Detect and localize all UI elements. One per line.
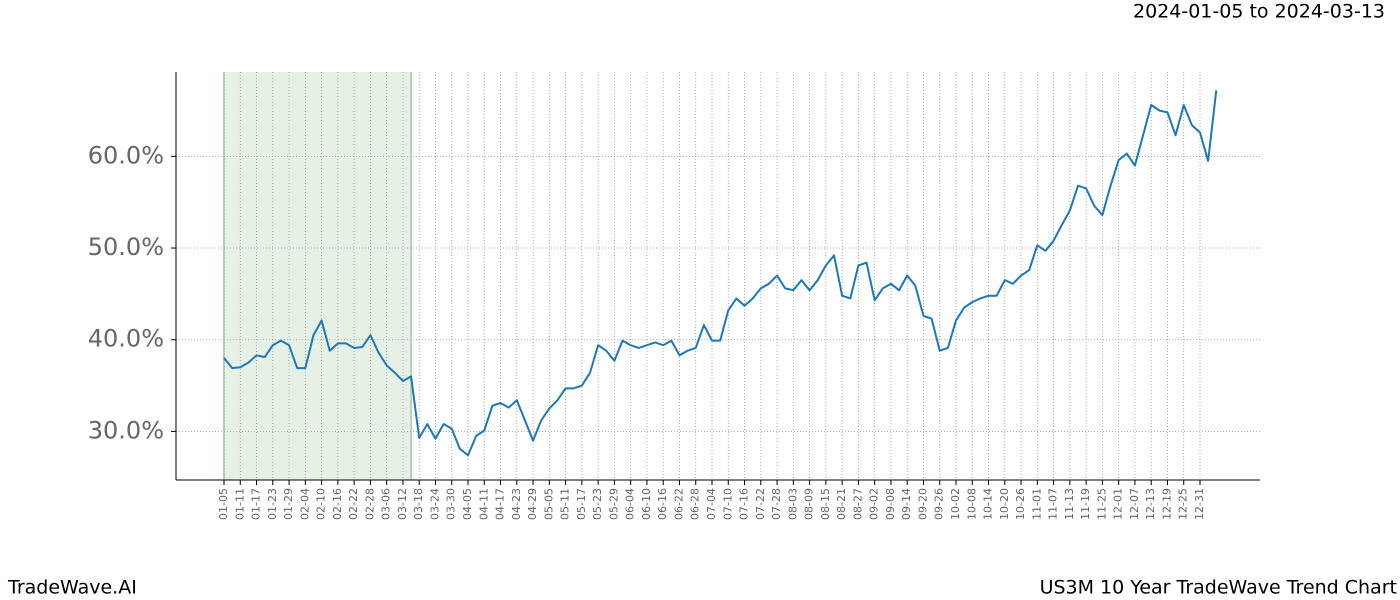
x-tick-label: 01-29 xyxy=(282,488,295,520)
x-tick-label: 09-02 xyxy=(868,488,881,520)
highlight-span xyxy=(224,72,412,480)
x-tick-label: 10-14 xyxy=(982,488,995,520)
x-tick-label: 04-11 xyxy=(477,488,490,520)
x-tick-label: 04-29 xyxy=(526,488,539,520)
x-tick-label: 12-31 xyxy=(1193,488,1206,520)
x-tick-label: 05-17 xyxy=(575,488,588,520)
x-tick-label: 05-05 xyxy=(542,488,555,520)
y-tick-label: 60.0% xyxy=(88,141,164,169)
x-tick-label: 01-23 xyxy=(266,488,279,520)
x-tick-label: 10-08 xyxy=(965,488,978,520)
x-tick-label: 07-10 xyxy=(721,488,734,520)
x-tick-label: 03-30 xyxy=(445,488,458,520)
trend-line xyxy=(223,90,1218,457)
x-tick-label: 09-08 xyxy=(884,488,897,520)
x-tick-label: 02-16 xyxy=(331,488,344,520)
x-tick-label: 01-17 xyxy=(250,488,263,520)
x-tick-label: 03-24 xyxy=(428,488,441,520)
date-range: 2024-01-05 to 2024-03-13 xyxy=(1133,1,1385,23)
x-tick-label: 02-10 xyxy=(315,488,328,520)
y-tick-label: 40.0% xyxy=(88,325,164,353)
x-tick-label: 06-04 xyxy=(624,488,637,520)
x-tick-label: 04-17 xyxy=(494,488,507,520)
x-tick-label: 09-20 xyxy=(916,488,929,520)
x-tick-label: 06-22 xyxy=(672,488,685,520)
x-tick-label: 11-13 xyxy=(1063,488,1076,520)
x-tick-label: 07-22 xyxy=(754,488,767,520)
x-tick-label: 09-14 xyxy=(900,488,913,520)
x-tick-label: 08-21 xyxy=(835,488,848,520)
x-tick-label: 04-05 xyxy=(461,488,474,520)
x-tick-label: 04-23 xyxy=(510,488,523,520)
y-tick-label: 50.0% xyxy=(88,233,164,261)
x-tick-label: 12-13 xyxy=(1144,488,1157,520)
x-tick-label: 02-04 xyxy=(298,488,311,520)
x-tick-label: 10-02 xyxy=(949,488,962,520)
x-tick-label: 01-11 xyxy=(233,488,246,520)
x-tick-label: 12-25 xyxy=(1177,488,1190,520)
x-tick-label: 03-12 xyxy=(396,488,409,520)
x-tick-label: 12-19 xyxy=(1160,488,1173,520)
x-tick-label: 05-29 xyxy=(607,488,620,520)
x-tick-label: 02-28 xyxy=(363,488,376,520)
footer-left: TradeWave.AI xyxy=(7,577,137,599)
x-tick-label: 03-18 xyxy=(412,488,425,520)
footer-right: US3M 10 Year TradeWave Trend Chart xyxy=(1040,577,1397,599)
x-tick-label: 01-05 xyxy=(217,488,230,520)
x-tick-label: 11-07 xyxy=(1047,488,1060,520)
x-tick-label: 10-20 xyxy=(998,488,1011,520)
x-tick-label: 02-22 xyxy=(347,488,360,520)
x-tick-label: 05-11 xyxy=(559,488,572,520)
x-tick-label: 11-25 xyxy=(1095,488,1108,520)
x-tick-label: 06-28 xyxy=(689,488,702,520)
x-tick-label: 07-16 xyxy=(738,488,751,520)
x-tick-label: 06-10 xyxy=(640,488,653,520)
x-tick-label: 12-01 xyxy=(1112,488,1125,520)
x-tick-label: 07-04 xyxy=(705,488,718,520)
x-tick-label: 12-07 xyxy=(1128,488,1141,520)
x-tick-label: 08-09 xyxy=(803,488,816,520)
y-tick-label: 30.0% xyxy=(88,416,164,444)
x-tick-label: 08-15 xyxy=(819,488,832,520)
x-tick-label: 09-26 xyxy=(933,488,946,520)
x-tick-label: 10-26 xyxy=(1014,488,1027,520)
x-tick-label: 05-23 xyxy=(591,488,604,520)
x-tick-label: 08-03 xyxy=(786,488,799,520)
x-tick-label: 08-27 xyxy=(851,488,864,520)
x-tick-label: 11-01 xyxy=(1030,488,1043,520)
x-tick-label: 03-06 xyxy=(380,488,393,520)
x-tick-label: 07-28 xyxy=(770,488,783,520)
x-tick-label: 06-16 xyxy=(656,488,669,520)
x-tick-label: 11-19 xyxy=(1079,488,1092,520)
